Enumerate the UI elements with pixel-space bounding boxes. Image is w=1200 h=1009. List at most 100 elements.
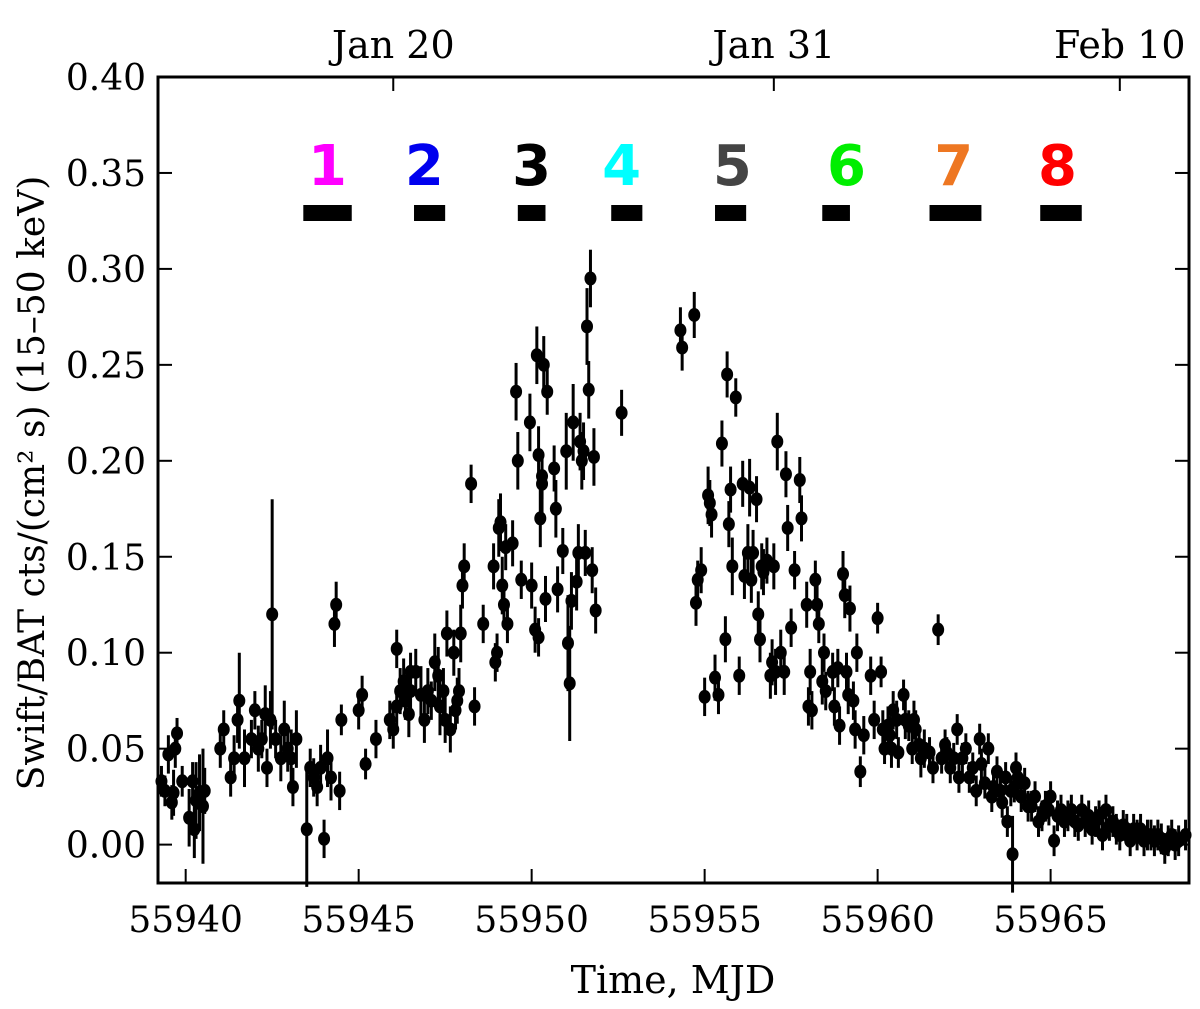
point-marker bbox=[260, 760, 273, 775]
data-point bbox=[511, 432, 524, 490]
data-point bbox=[539, 575, 552, 623]
data-point bbox=[689, 579, 702, 626]
data-point bbox=[729, 378, 742, 417]
point-marker bbox=[1001, 814, 1014, 829]
point-marker bbox=[674, 323, 687, 338]
point-marker bbox=[715, 436, 728, 451]
data-point bbox=[743, 458, 756, 517]
data-point bbox=[719, 616, 732, 663]
data-point bbox=[567, 384, 580, 461]
data-point bbox=[615, 389, 628, 436]
point-marker bbox=[804, 664, 817, 679]
point-marker bbox=[465, 476, 478, 491]
data-point bbox=[817, 633, 830, 672]
data-point bbox=[390, 629, 403, 669]
point-marker bbox=[712, 687, 725, 702]
data-point bbox=[359, 748, 372, 780]
point-marker bbox=[745, 572, 758, 587]
interval-5: 5 bbox=[713, 134, 752, 221]
interval-bar bbox=[611, 205, 643, 221]
point-marker bbox=[171, 726, 184, 741]
data-point bbox=[487, 543, 500, 590]
data-point bbox=[404, 652, 417, 692]
point-marker bbox=[926, 760, 939, 775]
data-point bbox=[752, 591, 765, 638]
x-tick-label: 55955 bbox=[647, 900, 762, 941]
data-point bbox=[788, 551, 801, 590]
data-point bbox=[589, 587, 602, 634]
data-point bbox=[897, 679, 910, 711]
point-marker bbox=[458, 559, 471, 574]
data-point bbox=[959, 733, 972, 765]
point-marker bbox=[501, 616, 514, 631]
point-marker bbox=[525, 578, 538, 593]
interval-4: 4 bbox=[602, 134, 643, 221]
data-point bbox=[468, 687, 481, 726]
interval-bar bbox=[414, 205, 446, 221]
data-point bbox=[750, 476, 763, 523]
y-tick-label: 0.15 bbox=[66, 538, 146, 579]
point-marker bbox=[951, 722, 964, 737]
data-point bbox=[688, 291, 701, 338]
interval-label: 1 bbox=[308, 134, 347, 199]
data-point bbox=[245, 719, 258, 759]
point-marker bbox=[510, 384, 523, 399]
data-point bbox=[537, 336, 550, 394]
interval-bar bbox=[517, 205, 546, 221]
point-marker bbox=[534, 511, 547, 526]
point-marker bbox=[1096, 828, 1109, 843]
point-marker bbox=[549, 501, 562, 516]
data-point bbox=[233, 652, 246, 749]
point-marker bbox=[689, 595, 702, 610]
point-marker bbox=[947, 751, 960, 766]
point-marker bbox=[266, 607, 279, 622]
point-marker bbox=[551, 582, 564, 597]
interval-label: 7 bbox=[934, 134, 973, 199]
point-marker bbox=[793, 473, 806, 487]
point-marker bbox=[369, 732, 382, 747]
interval-6: 6 bbox=[822, 134, 866, 221]
plot-frame bbox=[156, 75, 1191, 885]
data-point bbox=[437, 668, 450, 715]
point-marker bbox=[854, 764, 867, 779]
data-point bbox=[975, 748, 988, 780]
point-marker bbox=[285, 751, 298, 766]
point-marker bbox=[750, 492, 763, 507]
y-tick-label: 0.10 bbox=[66, 634, 146, 675]
data-point bbox=[864, 656, 877, 695]
top-tick-label: Jan 20 bbox=[328, 23, 455, 67]
interval-1: 1 bbox=[303, 134, 352, 221]
point-marker bbox=[248, 703, 261, 718]
point-marker bbox=[779, 467, 792, 482]
point-marker bbox=[890, 712, 903, 727]
point-marker bbox=[812, 616, 825, 631]
point-marker bbox=[437, 684, 450, 699]
data-point bbox=[1048, 825, 1061, 857]
point-marker bbox=[217, 722, 230, 737]
data-point bbox=[970, 775, 983, 807]
interval-bar bbox=[822, 205, 850, 221]
point-marker bbox=[897, 687, 910, 702]
point-marker bbox=[771, 434, 784, 449]
data-point bbox=[698, 677, 711, 717]
point-marker bbox=[837, 567, 850, 582]
point-marker bbox=[447, 645, 460, 660]
data-point bbox=[849, 710, 862, 749]
point-marker bbox=[581, 319, 594, 334]
point-marker bbox=[698, 689, 711, 704]
data-point bbox=[805, 691, 818, 730]
point-marker bbox=[747, 545, 760, 560]
point-marker bbox=[767, 559, 780, 574]
data-point bbox=[269, 719, 282, 759]
data-point bbox=[800, 581, 813, 628]
data-point bbox=[506, 520, 519, 567]
data-point bbox=[534, 489, 547, 548]
point-marker bbox=[1029, 789, 1042, 804]
data-point bbox=[300, 771, 313, 887]
point-marker bbox=[286, 780, 299, 795]
point-marker bbox=[705, 507, 718, 522]
data-point bbox=[198, 767, 211, 814]
point-marker bbox=[536, 476, 549, 491]
point-marker bbox=[996, 795, 1009, 810]
